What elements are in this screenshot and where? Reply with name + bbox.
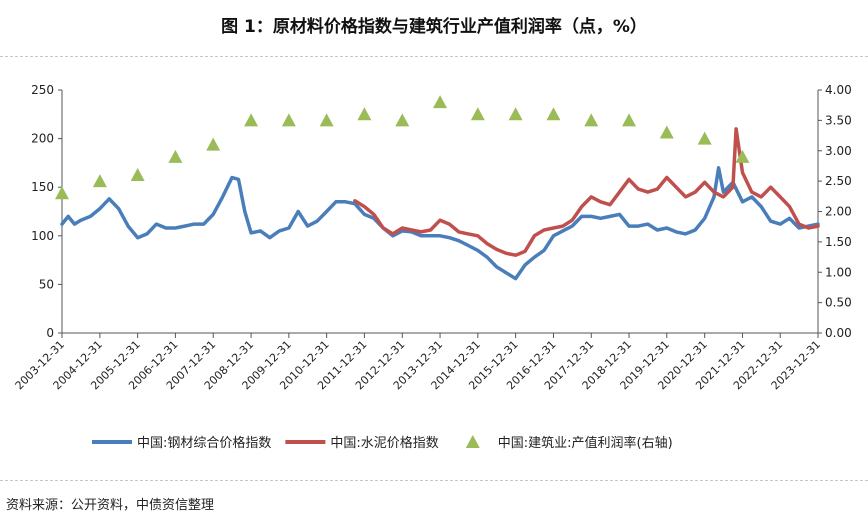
y-right-tick-label: 4.00 (825, 83, 852, 97)
series-line-0 (60, 166, 820, 281)
legend-label-1: 中国:水泥价格指数 (330, 435, 438, 451)
profit-margin-marker (281, 113, 296, 127)
chart-title: 图 1：原材料价格指数与建筑行业产值利润率（点，%） (221, 17, 647, 37)
profit-margin-marker (433, 95, 448, 109)
y-left-tick-label: 0 (46, 326, 54, 340)
profit-margin-marker (319, 113, 334, 127)
series-layer (55, 95, 820, 281)
profit-margin-marker (206, 137, 221, 151)
profit-margin-marker (622, 113, 637, 127)
y-left-tick-label: 200 (31, 132, 54, 146)
y-right-tick-label: 3.00 (825, 144, 852, 158)
profit-margin-marker (92, 174, 107, 188)
profit-margin-marker (168, 149, 183, 163)
legend-swatch-2 (465, 435, 480, 448)
legend-label-0: 中国:钢材综合价格指数 (137, 435, 271, 451)
bottom-divider (0, 480, 868, 481)
legend-label-2: 中国:建筑业:产值利润率(右轴) (498, 435, 673, 451)
profit-margin-marker (697, 131, 712, 145)
profit-margin-marker (735, 149, 750, 163)
profit-margin-marker (546, 107, 561, 121)
profit-margin-marker (470, 107, 485, 121)
profit-margin-marker (584, 113, 599, 127)
y-right-tick-label: 2.50 (825, 174, 852, 188)
profit-margin-marker (244, 113, 259, 127)
y-left-tick-label: 250 (31, 83, 54, 97)
y-right-tick-label: 1.50 (825, 235, 852, 249)
y-left-tick-label: 100 (31, 229, 54, 243)
y-left-tick-label: 150 (31, 180, 54, 194)
profit-margin-marker (659, 125, 674, 139)
source-note: 资料来源：公开资料，中债资信整理 (6, 498, 215, 513)
profit-margin-marker (508, 107, 523, 121)
y-right-tick-label: 3.50 (825, 113, 852, 127)
profit-margin-marker (130, 168, 145, 182)
profit-margin-marker (55, 186, 69, 200)
y-right-tick-label: 2.00 (825, 205, 852, 219)
y-right-tick-label: 1.00 (825, 265, 852, 279)
legend: 中国:钢材综合价格指数 中国:水泥价格指数 中国:建筑业:产值利润率(右轴) (92, 435, 673, 451)
y-left-tick-label: 50 (39, 277, 54, 291)
top-divider (0, 56, 868, 57)
y-right-tick-label: 0.00 (825, 326, 852, 340)
profit-margin-marker (395, 113, 410, 127)
y-right-tick-label: 0.50 (825, 296, 852, 310)
profit-margin-marker (357, 107, 372, 121)
